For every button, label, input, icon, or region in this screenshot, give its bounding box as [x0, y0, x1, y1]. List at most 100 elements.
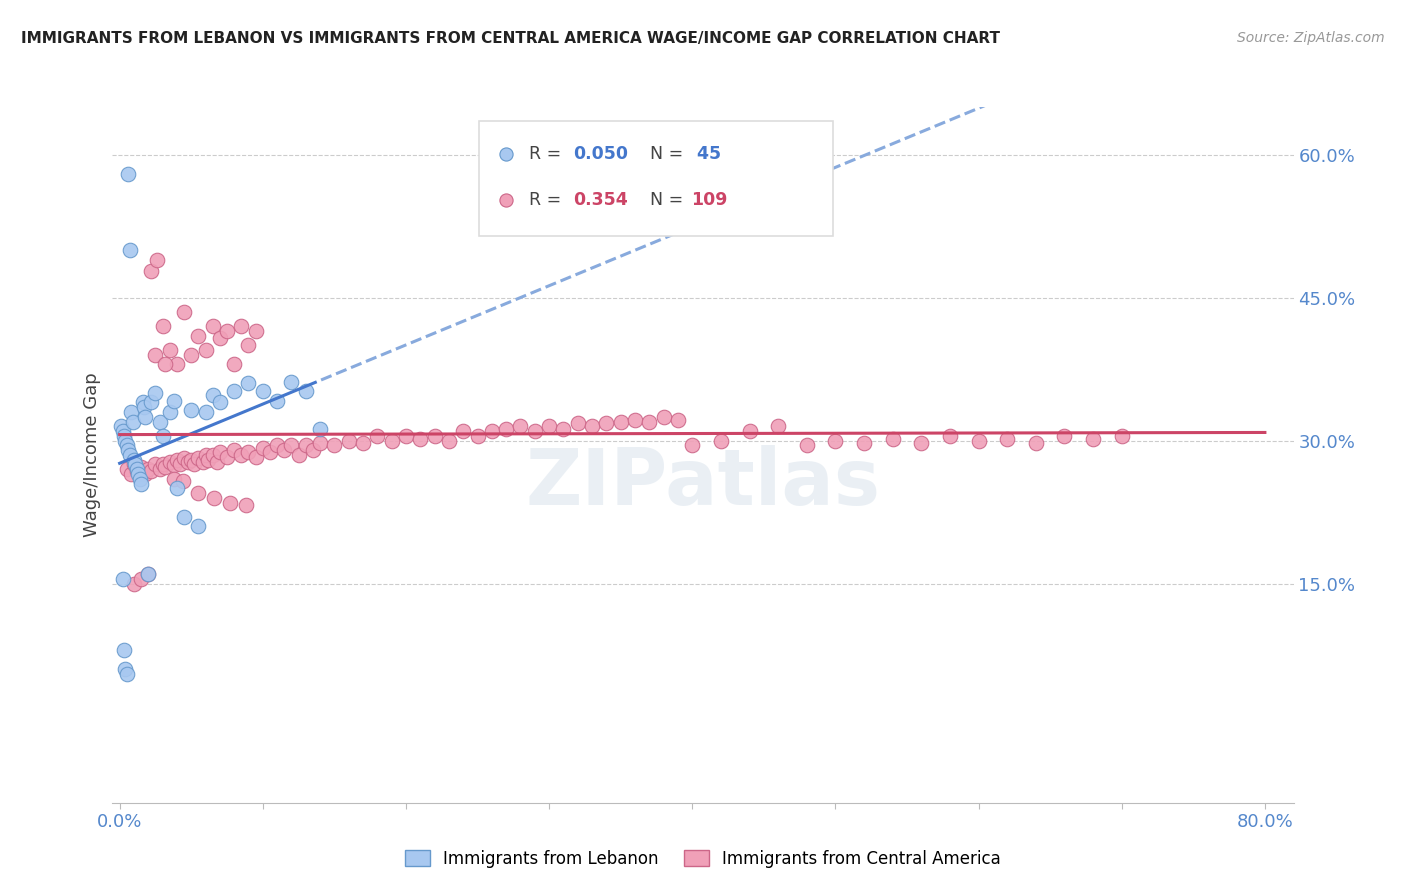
Point: [112, 643, 135, 657]
Point: [238, 376, 260, 391]
Point: [681, 438, 703, 452]
Point: [266, 393, 288, 408]
Point: [129, 476, 152, 491]
Point: [111, 424, 134, 438]
Point: [194, 405, 217, 419]
Point: [1025, 435, 1047, 450]
Point: [252, 442, 274, 456]
Point: [173, 450, 195, 465]
Point: [145, 386, 167, 401]
Point: [163, 458, 186, 473]
Text: 109: 109: [692, 191, 727, 209]
Text: N =: N =: [650, 145, 689, 162]
Point: [910, 435, 932, 450]
Point: [197, 452, 219, 467]
Point: [152, 319, 174, 334]
Point: [145, 458, 167, 472]
Point: [180, 348, 202, 362]
Point: [395, 429, 418, 443]
Point: [149, 462, 172, 476]
Point: [609, 415, 631, 429]
Point: [118, 243, 141, 257]
Point: [180, 452, 202, 467]
Point: [111, 572, 134, 586]
Point: [235, 499, 257, 513]
Point: [128, 472, 150, 486]
Point: [467, 429, 489, 443]
Point: [110, 419, 132, 434]
Text: 45: 45: [692, 145, 721, 162]
Point: [117, 167, 139, 181]
Point: [139, 464, 162, 478]
Point: [423, 429, 446, 443]
Point: [280, 375, 302, 389]
Point: [152, 458, 174, 472]
Point: [218, 495, 240, 509]
Point: [131, 395, 153, 409]
Point: [538, 419, 561, 434]
Point: [882, 432, 904, 446]
Point: [132, 401, 155, 415]
Point: [309, 422, 332, 436]
Point: [595, 417, 617, 431]
Point: [638, 415, 661, 429]
Point: [117, 443, 139, 458]
Text: R =: R =: [530, 191, 567, 209]
Point: [738, 424, 761, 438]
Point: [134, 409, 156, 424]
Y-axis label: Wage/Income Gap: Wage/Income Gap: [83, 373, 101, 537]
Point: [129, 572, 152, 586]
Point: [495, 422, 517, 436]
Point: [796, 438, 818, 452]
Text: 0.050: 0.050: [574, 145, 628, 162]
Point: [280, 438, 302, 452]
Text: Source: ZipAtlas.com: Source: ZipAtlas.com: [1237, 31, 1385, 45]
Point: [163, 393, 186, 408]
Point: [122, 458, 145, 472]
Point: [134, 467, 156, 481]
Point: [139, 395, 162, 409]
Text: ZIPatlas: ZIPatlas: [526, 445, 880, 521]
Point: [122, 576, 145, 591]
Point: [939, 429, 962, 443]
Point: [201, 319, 224, 334]
Point: [159, 343, 181, 357]
Point: [224, 357, 246, 371]
Point: [381, 434, 404, 448]
Point: [451, 424, 474, 438]
Point: [159, 405, 181, 419]
Legend: Immigrants from Lebanon, Immigrants from Central America: Immigrants from Lebanon, Immigrants from…: [398, 843, 1008, 874]
Point: [352, 435, 374, 450]
Point: [995, 432, 1018, 446]
Point: [169, 458, 191, 472]
Point: [187, 486, 209, 500]
Point: [824, 434, 846, 448]
Point: [710, 434, 733, 448]
Point: [409, 432, 432, 446]
Point: [294, 438, 316, 452]
Point: [437, 434, 460, 448]
Point: [115, 667, 138, 681]
Point: [323, 438, 346, 452]
Point: [523, 424, 546, 438]
Point: [481, 424, 503, 438]
Point: [245, 324, 267, 338]
Point: [163, 472, 186, 486]
Point: [1081, 432, 1104, 446]
Point: [266, 438, 288, 452]
Point: [155, 357, 177, 371]
Point: [245, 450, 267, 464]
Point: [252, 384, 274, 398]
Text: R =: R =: [530, 145, 567, 162]
Point: [172, 474, 194, 488]
Point: [309, 435, 332, 450]
Point: [215, 324, 238, 338]
Point: [115, 462, 138, 476]
FancyBboxPatch shape: [478, 121, 832, 235]
Point: [509, 419, 531, 434]
Point: [187, 519, 209, 533]
Point: [553, 422, 575, 436]
Point: [201, 388, 224, 402]
Point: [194, 343, 217, 357]
Point: [173, 509, 195, 524]
